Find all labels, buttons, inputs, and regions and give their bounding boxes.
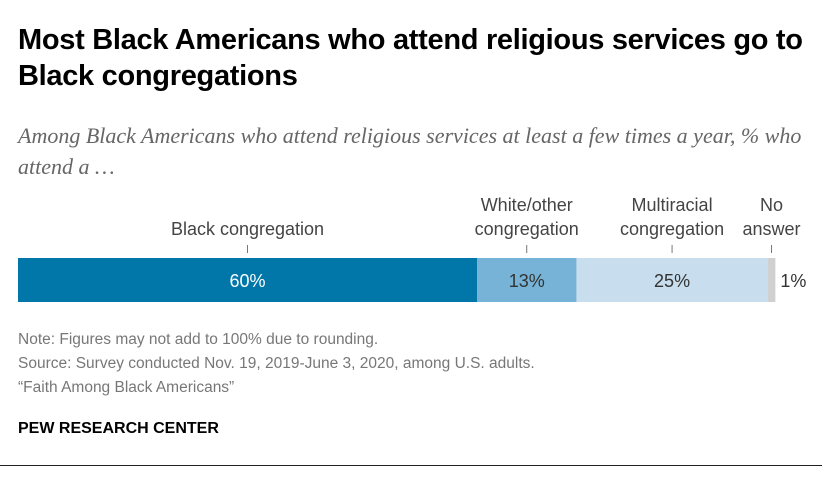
bar-segment bbox=[576, 258, 768, 302]
bar-segment bbox=[767, 258, 776, 302]
category-label: answer bbox=[743, 219, 801, 239]
note: Note: Figures may not add to 100% due to… bbox=[18, 331, 379, 348]
notes: Note: Figures may not add to 100% due to… bbox=[18, 328, 535, 400]
category-label: Multiracial bbox=[632, 195, 713, 215]
source: Source: Survey conducted Nov. 19, 2019-J… bbox=[18, 355, 535, 372]
category-label: White/other bbox=[481, 195, 573, 215]
brand-logo: PEW RESEARCH CENTER bbox=[18, 420, 219, 437]
value-label: 60% bbox=[229, 271, 265, 291]
report-title: “Faith Among Black Americans” bbox=[18, 379, 235, 396]
value-label: 1% bbox=[780, 271, 806, 291]
category-label: congregation bbox=[475, 219, 579, 239]
category-label: Black congregation bbox=[171, 219, 324, 239]
bar-segment bbox=[477, 258, 577, 302]
value-label: 13% bbox=[509, 271, 545, 291]
category-label: congregation bbox=[620, 219, 724, 239]
stacked-bar-chart: Black congregation 60% White/other congrega… bbox=[18, 195, 806, 302]
chart-subtitle: Among Black Americans who attend religio… bbox=[18, 123, 802, 179]
value-label: 25% bbox=[654, 271, 690, 291]
bar-segment bbox=[18, 258, 477, 302]
category-label: No bbox=[760, 195, 783, 215]
chart-title: Most Black Americans who attend religiou… bbox=[18, 24, 803, 92]
divider bbox=[0, 465, 822, 466]
